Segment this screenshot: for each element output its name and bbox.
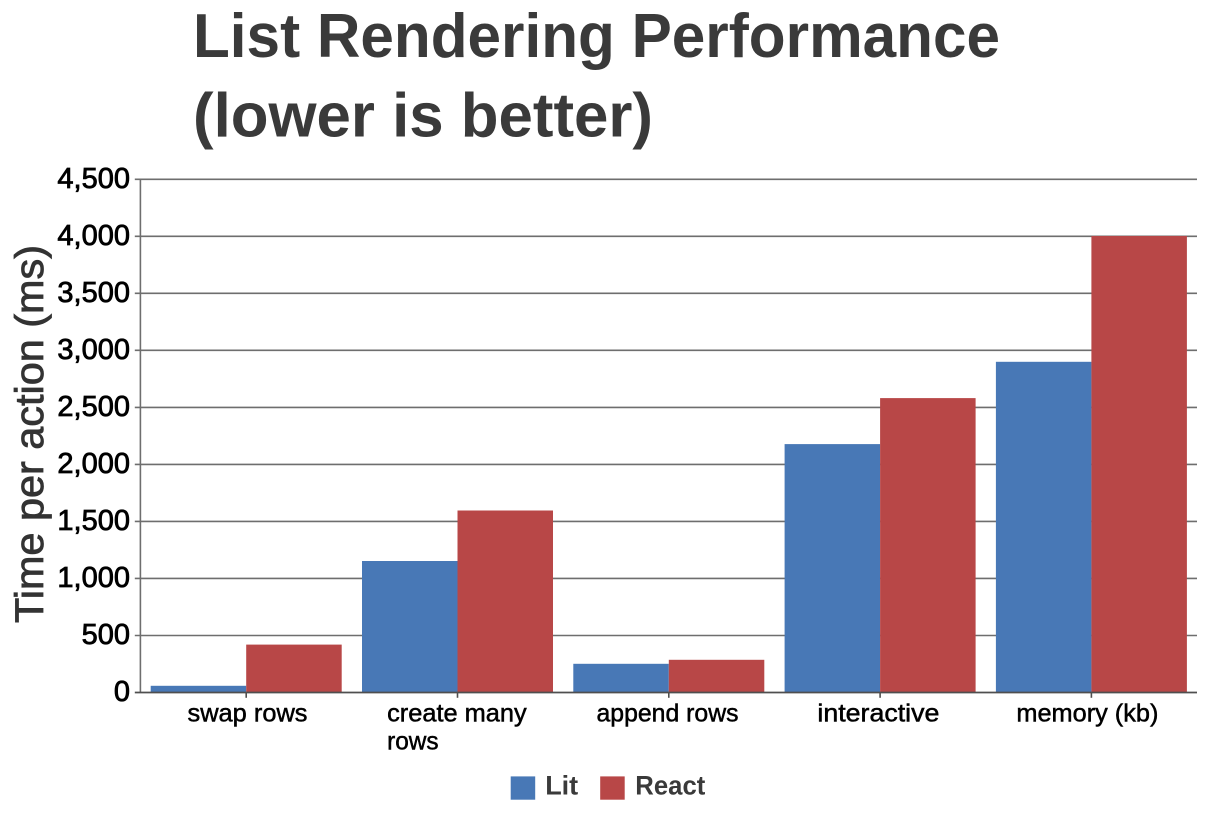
svg-text:500: 500	[82, 619, 130, 651]
svg-text:2,500: 2,500	[57, 391, 130, 423]
svg-text:0: 0	[114, 676, 130, 708]
svg-text:4,500: 4,500	[57, 163, 130, 195]
svg-text:memory (kb): memory (kb)	[1016, 700, 1158, 728]
svg-text:Time per action (ms): Time per action (ms)	[8, 245, 52, 623]
svg-text:1,500: 1,500	[57, 505, 130, 537]
svg-text:append rows: append rows	[597, 700, 739, 728]
svg-text:rows: rows	[387, 728, 439, 756]
svg-text:1,000: 1,000	[57, 562, 130, 594]
svg-text:React: React	[635, 771, 705, 801]
svg-text:4,000: 4,000	[57, 220, 130, 252]
svg-text:3,000: 3,000	[57, 334, 130, 366]
svg-text:interactive: interactive	[817, 700, 939, 728]
svg-text:List Rendering Performance: List Rendering Performance	[193, 2, 1000, 71]
svg-text:3,500: 3,500	[57, 277, 130, 309]
svg-text:Lit: Lit	[545, 771, 578, 801]
svg-text:swap rows: swap rows	[188, 700, 308, 728]
svg-text:create many: create many	[387, 700, 527, 728]
svg-text:(lower is better): (lower is better)	[193, 82, 653, 151]
svg-text:2,000: 2,000	[57, 448, 130, 480]
